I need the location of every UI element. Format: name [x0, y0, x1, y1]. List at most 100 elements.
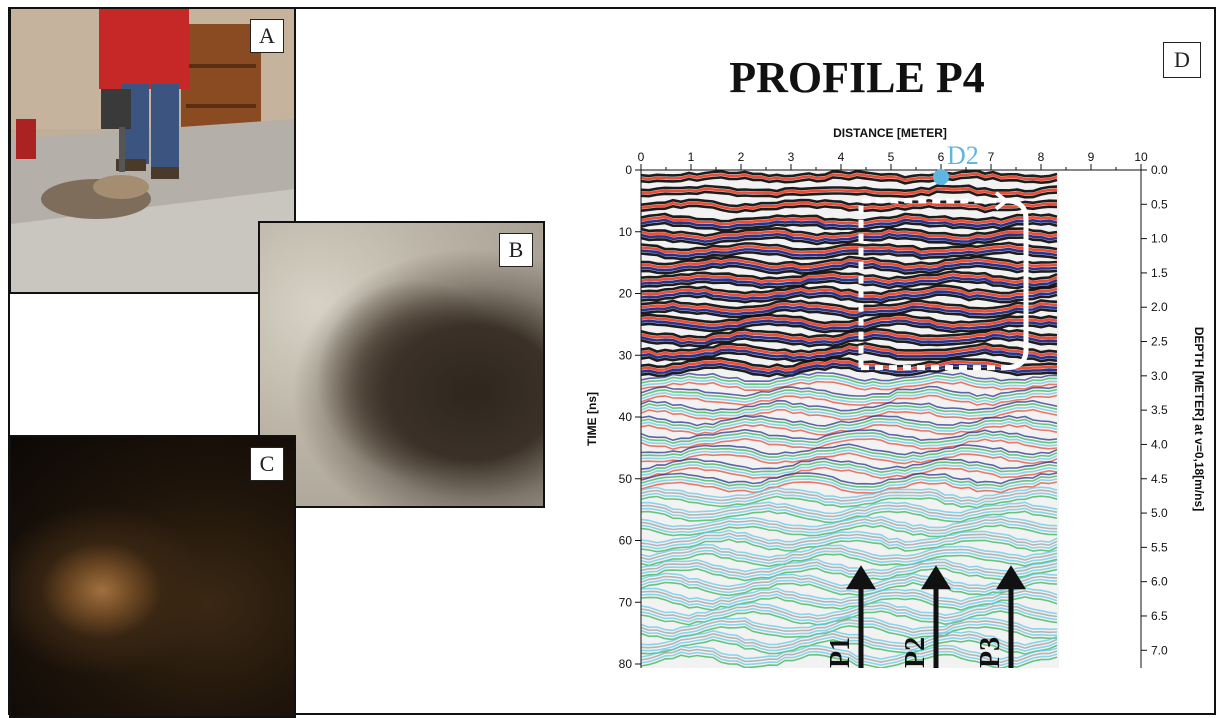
reflector-trace [641, 619, 1058, 635]
reflector-trace [641, 558, 1058, 573]
reflector-trace [641, 492, 1058, 506]
reflector-trace [641, 308, 1058, 320]
reflector-trace [641, 241, 1058, 252]
y2-tick-label: 5.5 [1151, 540, 1168, 554]
reflector-trace [641, 270, 1058, 281]
reflector-trace [641, 316, 1058, 328]
arrow-head [846, 565, 876, 590]
reflector-trace [641, 204, 1058, 214]
reflector-trace [641, 391, 1058, 404]
reflector-trace [641, 172, 1058, 182]
reflector-trace [641, 564, 1058, 579]
reflector-trace [641, 250, 1058, 261]
radargram [641, 170, 1059, 668]
reflector-trace [641, 632, 1058, 649]
reflector-trace [641, 319, 1058, 331]
reflector-trace [641, 313, 1058, 325]
reflector-trace [641, 515, 1058, 529]
reflector-trace [641, 284, 1058, 296]
x-tick-label: 3 [788, 150, 795, 164]
reflector-trace [641, 287, 1058, 299]
photo-a-label: A [250, 19, 284, 53]
y-tick-label: 70 [619, 595, 633, 609]
y2-tick-label: 0.0 [1151, 163, 1168, 177]
reflector-trace [641, 187, 1058, 196]
reflector-trace [641, 616, 1058, 632]
reflector-trace [641, 184, 1058, 193]
reflector-trace [641, 546, 1058, 562]
y2-tick-label: 3.5 [1151, 403, 1168, 417]
reflector-trace [641, 495, 1058, 509]
reflector-trace [641, 198, 1058, 208]
reflector-trace [641, 244, 1058, 255]
y-tick-label: 60 [619, 534, 633, 548]
reflector-trace [641, 622, 1058, 638]
x-tick-label: 10 [1134, 150, 1148, 164]
y2-tick-label: 6.5 [1151, 609, 1168, 623]
reflector-trace [641, 333, 1058, 345]
reflector-trace [641, 510, 1058, 524]
reflector-trace [641, 604, 1058, 620]
y-tick-label: 80 [619, 657, 633, 671]
reflector-trace [641, 590, 1058, 606]
arrow-head [996, 565, 1026, 590]
reflector-trace [641, 264, 1058, 275]
reflector-trace [641, 635, 1058, 652]
reflector-trace [641, 428, 1058, 442]
arrow-label: P2 [900, 637, 931, 668]
reflector-trace [641, 466, 1058, 480]
reflector-trace [641, 446, 1058, 459]
reflector-trace [641, 543, 1058, 559]
y-axis-title: TIME [ns] [585, 392, 599, 446]
photo-c-label: C [250, 447, 284, 481]
y-tick-label: 10 [619, 225, 633, 239]
reflector-trace [641, 374, 1058, 386]
reflector-trace [641, 501, 1058, 515]
panel-d-label: D [1163, 42, 1201, 78]
reflector-trace [641, 350, 1058, 363]
reflector-trace [641, 341, 1058, 354]
reflector-trace [641, 437, 1058, 451]
reflector-trace [641, 235, 1058, 247]
reflector-trace [641, 460, 1058, 474]
reflector-trace [641, 653, 1058, 668]
y2-tick-label: 7.0 [1151, 643, 1168, 657]
photo-borehole-wall: B [258, 221, 545, 508]
reflector-trace [641, 420, 1058, 433]
anomaly-box-bracket [1005, 198, 1029, 371]
y2-tick-label: 0.5 [1151, 197, 1168, 211]
reflector-trace [641, 356, 1058, 369]
reflector-trace [641, 279, 1058, 290]
reflector-trace [641, 212, 1058, 223]
reflector-trace [641, 587, 1058, 603]
photo-cavity: C [9, 435, 296, 718]
reflector-trace [641, 302, 1058, 314]
reflector-trace [641, 593, 1058, 609]
reflector-trace [641, 581, 1058, 597]
x-tick-label: 4 [838, 150, 845, 164]
y-tick-label: 0 [625, 163, 632, 177]
chart-axes: 0 1 2 3 4 5 6 7 8 9 10 0 10 20 30 40 50 60 70 80 0.0 0.5 1.0 1.… [619, 150, 1168, 671]
y-tick-label: 30 [619, 348, 633, 362]
reflector-trace [641, 532, 1058, 547]
reflector-trace [641, 175, 1058, 185]
reflector-trace [641, 552, 1058, 568]
chart-title: PROFILE P4 [729, 53, 984, 102]
y2-axis-title: DEPTH [METER] at v=0,18[m/ns] [1192, 327, 1206, 511]
reflector-trace [641, 399, 1058, 412]
d2-marker-dot [933, 169, 949, 185]
y2-tick-label: 1.5 [1151, 266, 1168, 280]
reflector-trace [641, 229, 1058, 241]
reflector-trace [641, 535, 1058, 550]
x-tick-label: 5 [888, 150, 895, 164]
reflector-trace [641, 330, 1058, 342]
x-tick-label: 9 [1088, 150, 1095, 164]
reflector-trace [641, 561, 1058, 576]
reflector-trace [641, 650, 1058, 667]
reflector-trace [641, 359, 1058, 372]
photo-a-drawing [11, 9, 294, 292]
y2-tick-label: 1.0 [1151, 232, 1168, 246]
reflector-trace [641, 170, 1058, 179]
reflector-trace [641, 431, 1058, 445]
